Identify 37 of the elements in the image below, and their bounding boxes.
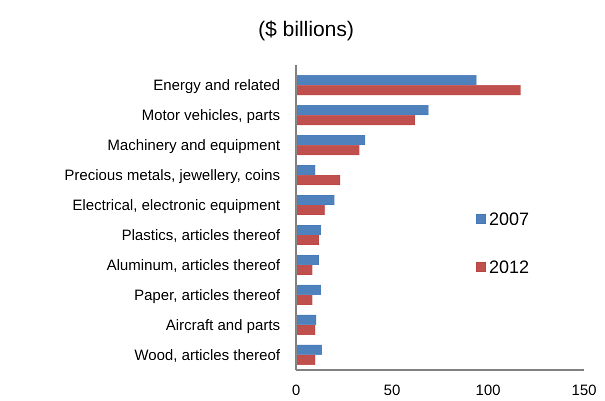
bar bbox=[296, 75, 476, 86]
bar bbox=[296, 264, 312, 275]
x-tick-label: 100 bbox=[475, 382, 501, 399]
y-tick-label: Precious metals, jewellery, coins bbox=[64, 167, 280, 184]
y-tick-label: Aluminum, articles thereof bbox=[106, 256, 281, 274]
y-tick-label: Paper, articles thereof bbox=[134, 286, 281, 304]
x-tick-label: 50 bbox=[384, 382, 400, 399]
bar bbox=[296, 234, 320, 246]
legend-label: 2012 bbox=[489, 257, 530, 277]
bar bbox=[296, 205, 325, 216]
bar bbox=[296, 314, 316, 325]
bar bbox=[296, 115, 416, 126]
y-tick-label: Plastics, articles thereof bbox=[122, 226, 281, 244]
y-tick-label: Aircraft and parts bbox=[166, 316, 280, 334]
x-tick-label: 150 bbox=[571, 382, 597, 399]
y-tick-label: Motor vehicles, parts bbox=[142, 107, 280, 124]
y-tick-label: Electrical, electronic equipment bbox=[72, 197, 281, 214]
x-tick-label: 0 bbox=[292, 382, 300, 399]
y-tick-label: Wood, articles thereof bbox=[134, 346, 281, 364]
bar bbox=[296, 224, 321, 235]
bar bbox=[296, 165, 316, 176]
bar bbox=[296, 294, 312, 305]
bar bbox=[296, 175, 340, 186]
bar bbox=[296, 254, 320, 265]
bar bbox=[296, 105, 428, 116]
bar bbox=[296, 85, 521, 96]
bar bbox=[296, 135, 366, 146]
chart-title: ($ billions) bbox=[258, 18, 354, 41]
y-tick-label: Energy and related bbox=[153, 77, 280, 94]
legend-label: 2007 bbox=[489, 209, 530, 229]
bar bbox=[296, 324, 316, 335]
bar bbox=[296, 194, 334, 206]
bar bbox=[296, 354, 316, 365]
bar bbox=[296, 344, 322, 355]
y-tick-label: Machinery and equipment bbox=[107, 137, 281, 154]
bar bbox=[296, 284, 321, 295]
bar bbox=[296, 145, 360, 156]
